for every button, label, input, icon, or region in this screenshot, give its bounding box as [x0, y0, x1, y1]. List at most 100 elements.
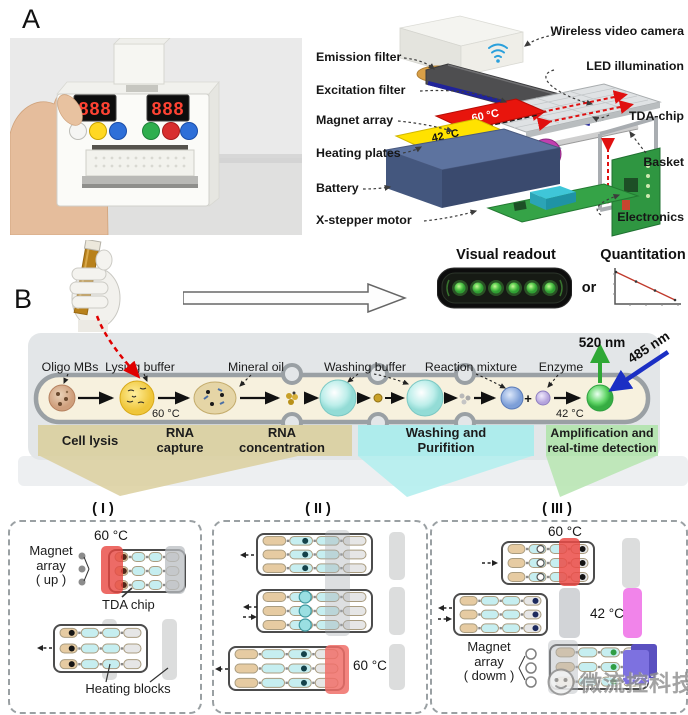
reaction-mixture-label: Reaction mixture [425, 360, 517, 374]
heating-blocks-label: Heating blocks [85, 681, 171, 696]
temperature-band [389, 532, 405, 580]
quantitation-chart [602, 264, 686, 314]
magnet-dot [525, 648, 537, 660]
chip-motion-arrow [251, 614, 257, 620]
chip-motion-arrow [215, 666, 221, 672]
panel-i-title: ( I ) [92, 501, 114, 517]
temp-amp: 42 °C [556, 408, 584, 420]
temperature-band [162, 619, 177, 680]
device-chimney [113, 43, 165, 85]
tda-chip-miniature [501, 541, 595, 585]
workflow-panel: Oligo MBs Lysing buffer Mineral oil Wash… [28, 333, 660, 460]
panel-ii-box: 60 °C [212, 520, 428, 714]
svg-text:real-time detection: real-time detection [547, 441, 656, 455]
temperature-band [325, 645, 349, 694]
gloved-hand-sample [69, 240, 121, 332]
relay-box [530, 186, 576, 210]
label-tda-chip: TDA-chip [628, 109, 684, 123]
svg-text:concentration: concentration [239, 440, 325, 455]
emission-wavelength: 520 nm [579, 335, 626, 350]
svg-text:888: 888 [78, 99, 111, 119]
label-battery: Battery [316, 181, 359, 195]
tda-chip-miniature [256, 533, 373, 576]
device-buttons [69, 122, 198, 140]
background-strip [18, 456, 688, 486]
label-basket: Basket [643, 155, 684, 169]
or-label: or [581, 280, 597, 296]
label-emission-filter: Emission filter [316, 50, 402, 64]
mineral-oil-label: Mineral oil [228, 360, 284, 374]
temp-lysis: 60 °C [152, 408, 180, 420]
label-electronics: Electronics [617, 210, 684, 224]
temperature-band [101, 546, 123, 594]
svg-text:capture: capture [157, 440, 204, 455]
seven-segment-displays: 888 888 [73, 94, 190, 122]
bead-cluster-gold [286, 391, 298, 405]
lysing-buffer-label: Lysing buffer [105, 360, 175, 374]
chip-motion-arrow [492, 560, 498, 566]
temperature-band [622, 538, 640, 588]
magnet-dot [78, 552, 86, 560]
detector-block [623, 650, 649, 684]
tda-chip-miniature [453, 593, 548, 636]
watermark-text: 微流控科技 [580, 671, 688, 696]
stage-cell-lysis: Cell lysis [62, 433, 118, 448]
panel-b-label: B [14, 284, 33, 314]
label-pointers [63, 373, 559, 389]
label-magnet-array: Magnet array [316, 113, 394, 127]
temperature-band [165, 546, 185, 594]
stage-bands: Cell lysis RNA capture RNA concentration… [38, 425, 658, 456]
readout-wells [452, 280, 558, 296]
chip-motion-arrow [240, 552, 246, 558]
label-excitation-filter: Excitation filter [316, 83, 406, 97]
electronics-boards [486, 147, 661, 237]
bead-cluster-gray [459, 393, 471, 405]
visual-readout-device [437, 267, 572, 309]
magnet-dot [525, 662, 537, 674]
workflow-arrow [183, 283, 407, 313]
watermark-logo-icon [547, 668, 575, 696]
watermark: 微流控科技 [546, 666, 688, 698]
temperature-band [559, 538, 580, 586]
svg-text:RNA: RNA [166, 425, 195, 440]
temperature-band [389, 644, 405, 690]
label-wireless-camera: Wireless video camera [550, 24, 684, 38]
panel-ii-temp: 60 °C [353, 658, 387, 673]
device-photo: 888 888 [10, 38, 302, 235]
label-x-stepper-motor: X-stepper motor [316, 213, 412, 227]
quantitation-label: Quantitation [600, 247, 686, 263]
temperature-band [325, 530, 350, 636]
svg-text:Purifition: Purifition [417, 440, 474, 455]
magnet-array-down-label: Magnet array( dowm ) [463, 639, 515, 683]
panel-ii-graphic [215, 530, 405, 694]
magnet-dot [525, 676, 537, 688]
wireless-camera [399, 15, 524, 77]
label-heating-plates: Heating plates [316, 146, 401, 160]
label-led-illumination: LED illumination [586, 59, 684, 73]
exploded-view: 60 °C 42 °C [384, 15, 662, 237]
plus-sign: + [524, 391, 532, 406]
panel-iii-temp-warm: 42 °C [590, 606, 624, 621]
svg-text:Washing and: Washing and [406, 425, 486, 440]
panel-iii-temp-hot: 60 °C [548, 524, 582, 539]
panel-i-temp: 60 °C [94, 528, 128, 543]
tda-chip-miniature [256, 589, 373, 633]
enzyme-label: Enzyme [539, 360, 584, 374]
visual-readout-label: Visual readout [456, 247, 556, 263]
temperature-band [389, 587, 405, 635]
temperature-band [623, 588, 642, 638]
chip-motion-arrow [446, 616, 452, 622]
temperature-band [559, 588, 580, 638]
svg-text:RNA: RNA [268, 425, 297, 440]
svg-text:Amplification and: Amplification and [550, 426, 653, 440]
sample-tray [82, 145, 198, 188]
standard-curve-line [615, 271, 676, 301]
panel-iii-title: ( III ) [542, 501, 572, 517]
panel-ii-title: ( II ) [305, 501, 331, 517]
oligo-mbs-label: Oligo MBs [42, 360, 99, 374]
workflow-graphic: Oligo MBs Lysing buffer Mineral oil Wash… [33, 335, 658, 456]
tda-chip-miniature [53, 624, 148, 673]
thumb [57, 94, 83, 126]
washing-buffer-label: Washing buffer [324, 360, 406, 374]
